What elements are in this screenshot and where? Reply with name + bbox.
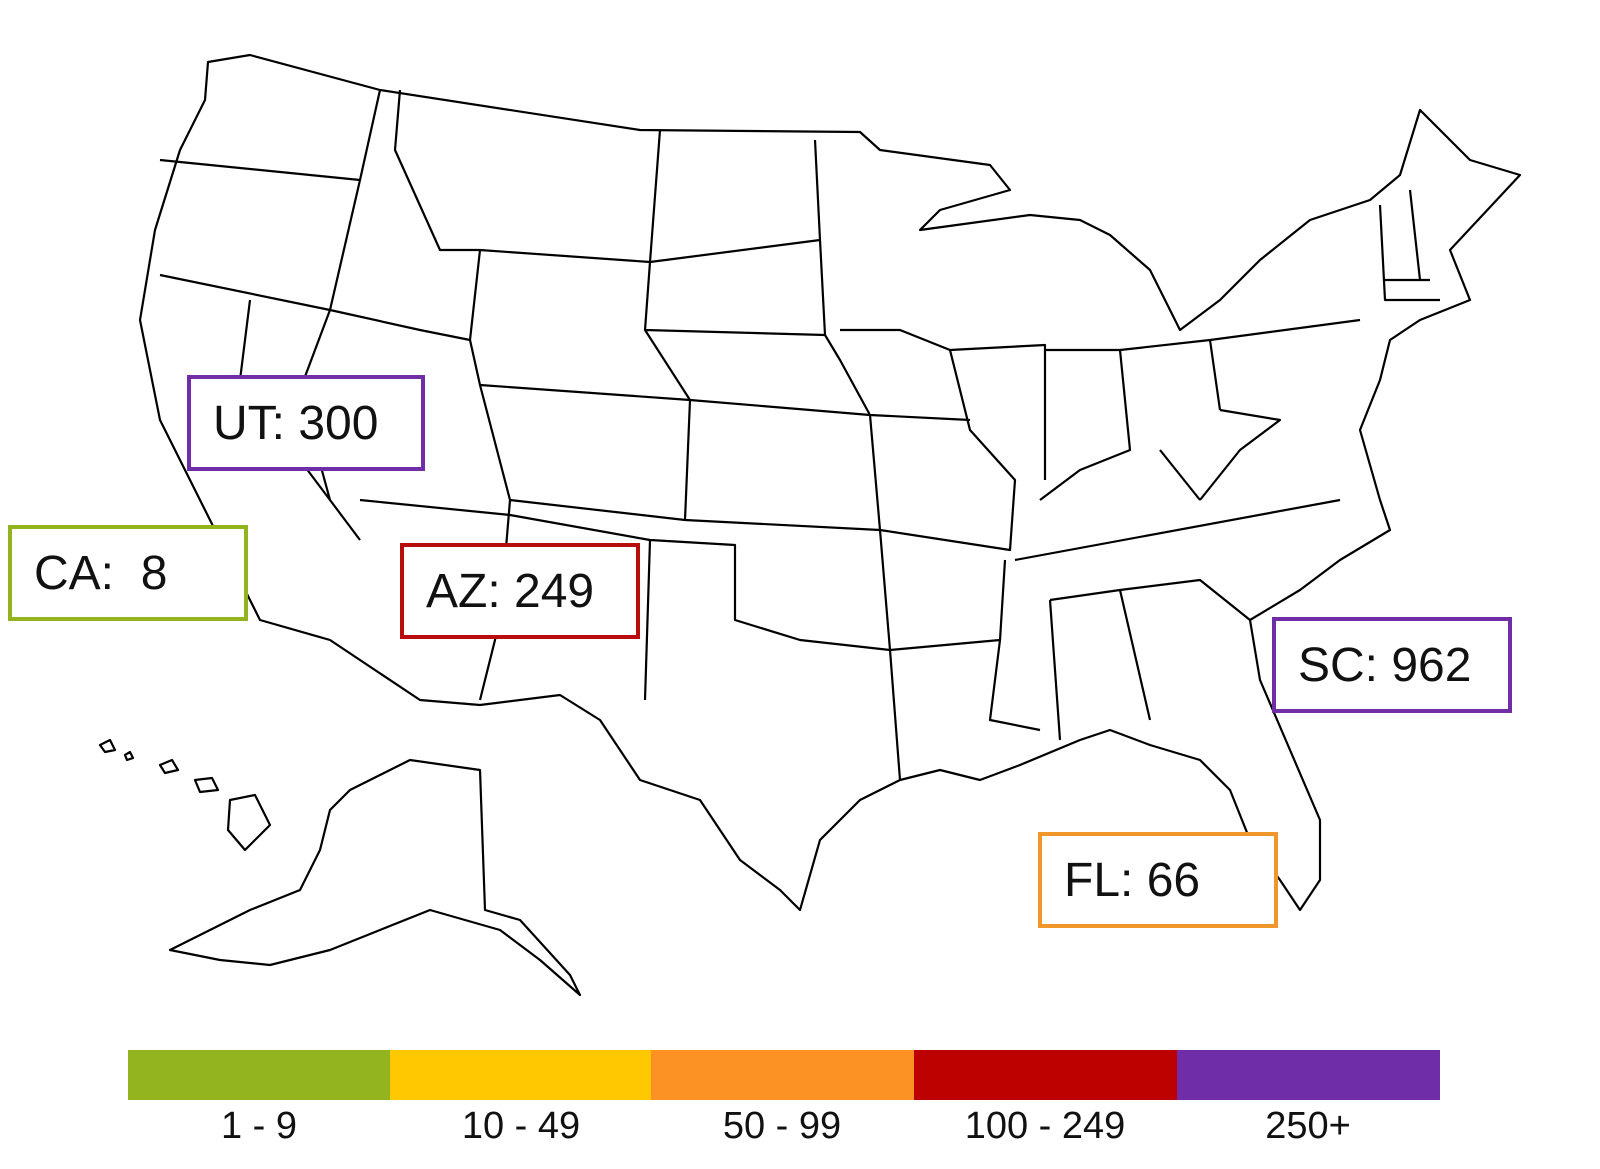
legend-swatch-0: [128, 1050, 390, 1100]
contiguous-us-outline: [138, 53, 1522, 912]
state-label-ut: UT: 300: [187, 375, 425, 471]
alaska-outline: [168, 758, 582, 997]
hawaii-islands: [98, 738, 272, 852]
legend-swatch-2: [651, 1050, 914, 1100]
legend-swatch-1: [390, 1050, 651, 1100]
legend-label-0: 1 - 9: [220, 1105, 298, 1147]
state-label-fl: FL: 66: [1038, 832, 1278, 928]
legend-label-3: 100 - 249: [964, 1105, 1126, 1147]
legend-label-4: 250+: [1265, 1105, 1351, 1147]
legend-swatch-4: [1177, 1050, 1440, 1100]
legend-label-2: 50 - 99: [722, 1105, 842, 1147]
state-label-az: AZ: 249: [400, 543, 640, 639]
legend-swatch-3: [914, 1050, 1177, 1100]
state-label-ca: CA: 8: [8, 525, 248, 621]
legend-label-1: 10 - 49: [461, 1105, 581, 1147]
state-label-sc: SC: 962: [1272, 617, 1512, 713]
